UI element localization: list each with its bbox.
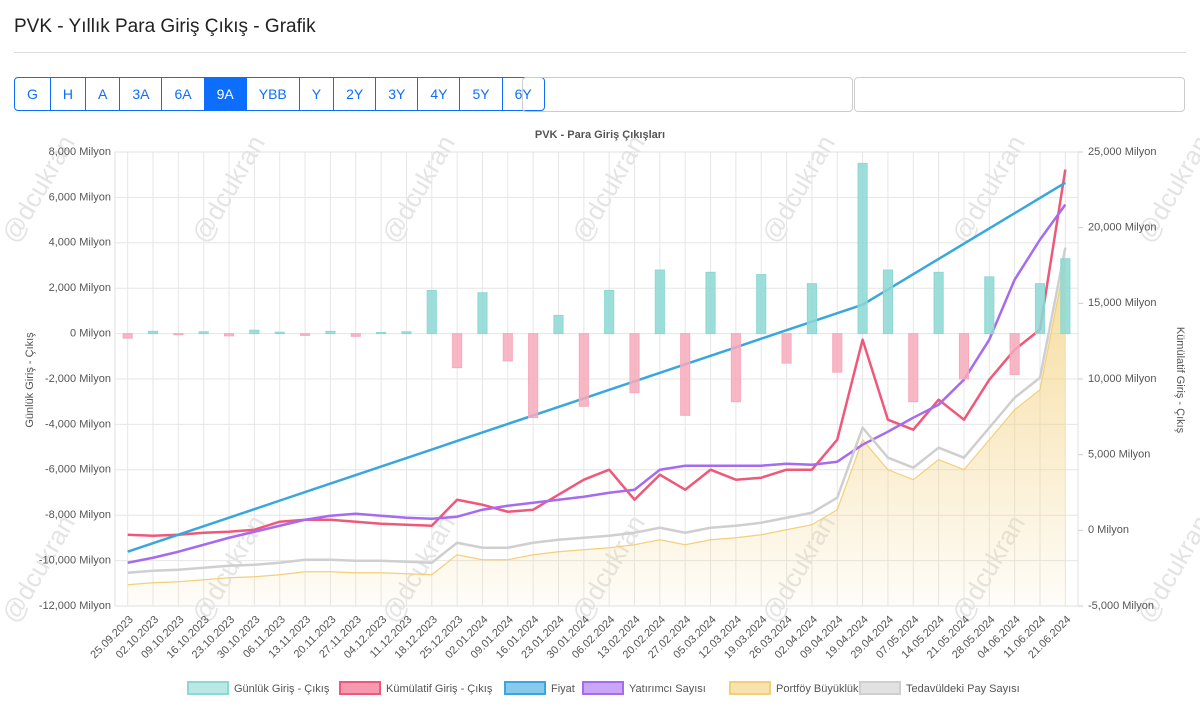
legend-label: Günlük Giriş - Çıkış	[234, 683, 330, 695]
y-tick-label: -12,000 Milyon	[39, 600, 111, 612]
bar	[604, 289, 615, 335]
bar	[223, 333, 235, 337]
bar	[857, 162, 868, 335]
line	[127, 169, 1067, 537]
input-box[interactable]	[854, 77, 1185, 112]
range-button[interactable]: 6A	[161, 77, 205, 111]
watermark: @dcukran	[565, 130, 650, 248]
bar	[477, 292, 488, 335]
bar	[882, 269, 893, 335]
y2-tick-label: 0 Milyon	[1088, 524, 1129, 536]
bar	[781, 333, 792, 364]
input-box[interactable]	[522, 77, 853, 112]
y-tick-label: -8,000 Milyon	[45, 509, 111, 521]
bar	[908, 333, 919, 403]
y-tick-label: 2,000 Milyon	[49, 282, 111, 294]
y2-axis-title: Kümülatif Giriş - Çıkış	[1174, 327, 1186, 434]
range-button[interactable]: 5Y	[459, 77, 503, 111]
bar	[401, 331, 412, 335]
bar	[198, 331, 209, 335]
divider	[14, 52, 1186, 53]
bar	[426, 289, 437, 335]
y2-tick-label: 5,000 Milyon	[1088, 449, 1150, 461]
bar	[553, 314, 564, 335]
line	[127, 247, 1067, 574]
bar	[1034, 283, 1046, 335]
bar	[528, 333, 539, 419]
y-tick-label: 6,000 Milyon	[49, 191, 111, 203]
bar	[1009, 333, 1020, 375]
page-title: PVK - Yıllık Para Giriş Çıkış - Grafik	[14, 16, 316, 37]
watermark: @dcukran	[185, 130, 270, 248]
bar	[249, 329, 260, 335]
bar	[122, 333, 133, 339]
bar	[502, 333, 513, 362]
y-tick-label: 0 Milyon	[70, 328, 111, 340]
bar	[376, 331, 387, 335]
legend-label: Tedavüldeki Pay Sayısı	[906, 683, 1020, 695]
bar	[680, 333, 691, 416]
bar	[452, 333, 463, 369]
y-tick-label: -10,000 Milyon	[39, 555, 111, 567]
y2-tick-label: 10,000 Milyon	[1088, 373, 1157, 385]
legend-swatch	[582, 681, 624, 695]
bar	[629, 333, 640, 394]
legend-label: Portföy Büyüklük	[776, 683, 859, 695]
bar	[730, 333, 741, 403]
legend-swatch	[187, 681, 229, 695]
bar	[933, 271, 944, 335]
legend-swatch	[859, 681, 901, 695]
watermark: @dcukran	[375, 130, 460, 248]
bar	[173, 333, 184, 336]
y-axis-title: Günlük Giriş - Çıkış	[24, 332, 36, 428]
range-toolbar: G H A 3A 6A 9A YBB Y 2Y 3Y 4Y 5Y 6Y	[14, 77, 545, 111]
legend-swatch	[339, 681, 381, 695]
legend-label: Fiyat	[551, 683, 575, 695]
range-button[interactable]: 3A	[119, 77, 163, 111]
bar	[806, 283, 817, 335]
line	[127, 203, 1067, 564]
bar	[705, 271, 716, 335]
y-tick-label: -4,000 Milyon	[45, 418, 111, 430]
bar	[832, 333, 843, 373]
bar	[578, 333, 589, 407]
bar	[1060, 258, 1071, 335]
y-tick-label: -6,000 Milyon	[45, 464, 111, 476]
bar	[654, 269, 665, 335]
watermark: @dcukran	[755, 130, 840, 248]
legend-label: Yatırımcı Sayısı	[629, 683, 706, 695]
bar	[958, 333, 970, 380]
y2-tick-label: 20,000 Milyon	[1088, 222, 1157, 234]
legend-label: Kümülatif Giriş - Çıkış	[386, 683, 493, 695]
y2-tick-label: 15,000 Milyon	[1088, 297, 1157, 309]
bar	[350, 333, 361, 337]
y-tick-label: -2,000 Milyon	[45, 373, 111, 385]
bar	[756, 274, 767, 335]
area	[127, 259, 1066, 606]
legend-swatch	[729, 681, 771, 695]
range-button[interactable]: 3Y	[375, 77, 419, 111]
bar	[147, 330, 159, 335]
line	[127, 259, 1066, 586]
bar	[300, 333, 311, 336]
y-tick-label: 4,000 Milyon	[49, 237, 111, 249]
bar	[984, 276, 995, 335]
legend-swatch	[504, 681, 546, 695]
y2-tick-label: 25,000 Milyon	[1088, 146, 1157, 158]
y-tick-label: 8,000 Milyon	[49, 146, 111, 158]
range-button[interactable]: YBB	[245, 77, 300, 111]
y2-tick-label: -5,000 Milyon	[1088, 600, 1154, 612]
line	[127, 181, 1066, 553]
range-button[interactable]: Y	[298, 77, 335, 111]
bar	[325, 330, 336, 335]
range-button[interactable]: 2Y	[333, 77, 377, 111]
range-button[interactable]: 9A	[203, 77, 247, 111]
chart-title: PVK - Para Giriş Çıkışları	[535, 129, 665, 141]
bar	[274, 331, 285, 335]
